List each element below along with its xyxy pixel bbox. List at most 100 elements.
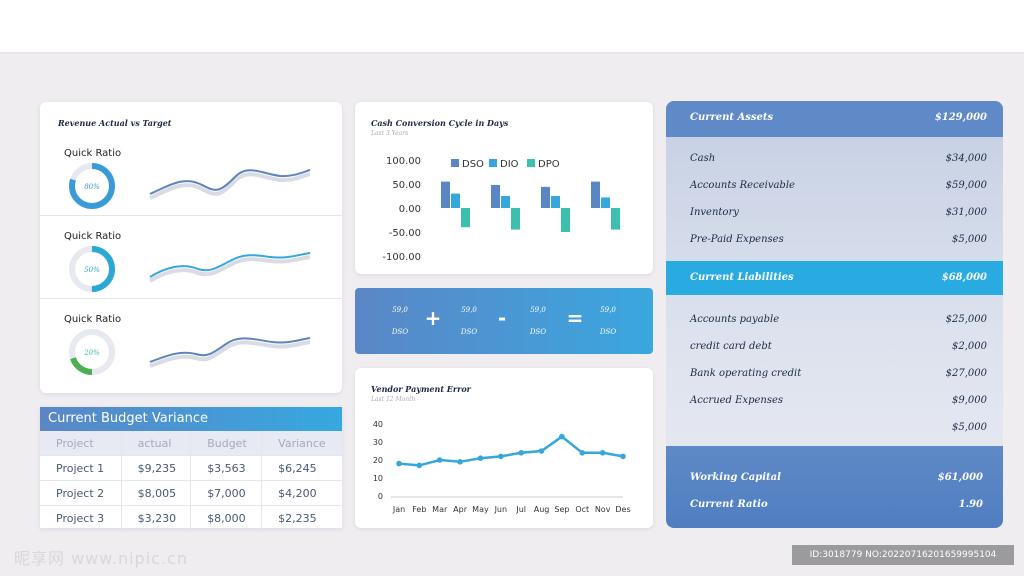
line-series bbox=[398, 435, 624, 467]
bar bbox=[551, 196, 560, 208]
financial-summary-panel: Current Assets $129,000 Cash $34,000 Acco… bbox=[666, 101, 1003, 528]
table-cell: $2,235 bbox=[261, 505, 342, 531]
table-row: Project 2 $8,005 $7,000 $4,200 bbox=[40, 480, 342, 506]
working-capital-row: Working Capital $61,000 bbox=[690, 472, 983, 483]
bar bbox=[611, 208, 620, 230]
legend-swatch bbox=[489, 159, 497, 167]
x-tick-label: Jan bbox=[392, 505, 405, 514]
y-tick-label: 0 bbox=[378, 492, 383, 501]
x-tick-label: Feb bbox=[412, 505, 426, 514]
y-tick-label: 30 bbox=[373, 438, 383, 447]
legend-label: DPO bbox=[538, 159, 560, 170]
x-tick-label: Jun bbox=[494, 505, 508, 514]
y-tick-label: 100.00 bbox=[386, 156, 421, 167]
formula-item: 59,0 DSO bbox=[529, 306, 547, 336]
data-point bbox=[518, 450, 524, 456]
current-assets-value: $129,000 bbox=[934, 112, 987, 123]
y-tick-label: 50.00 bbox=[392, 180, 421, 191]
progress-ring-value: 80% bbox=[84, 183, 100, 191]
table-cell: Project 2 bbox=[40, 480, 122, 506]
kpi-row: Quick Ratio 50% bbox=[40, 215, 342, 299]
kpi-label: Quick Ratio bbox=[64, 314, 122, 325]
kpi-card: Revenue Actual vs Target Quick Ratio 80%… bbox=[40, 102, 342, 393]
liability-item: Accounts payable $25,000 bbox=[690, 314, 987, 325]
table-cell: $3,230 bbox=[121, 505, 192, 531]
table-cell: Project 1 bbox=[40, 455, 122, 481]
data-point bbox=[599, 450, 606, 456]
liability-item: credit card debt $2,000 bbox=[690, 341, 987, 352]
bar bbox=[511, 208, 520, 230]
bar bbox=[441, 181, 450, 208]
progress-ring-value: 20% bbox=[83, 349, 100, 357]
kpi-label: Quick Ratio bbox=[64, 148, 122, 159]
data-point bbox=[416, 462, 423, 469]
x-tick-label: Nov bbox=[595, 505, 611, 514]
table-cell: Project 3 bbox=[40, 505, 122, 531]
chart-subtitle: Last 12 Month bbox=[371, 396, 416, 403]
progress-ring: 50% bbox=[69, 246, 115, 292]
progress-ring-value: 50% bbox=[84, 266, 100, 274]
legend-swatch bbox=[527, 159, 535, 167]
bar bbox=[491, 184, 500, 208]
table-cell: $7,000 bbox=[190, 480, 263, 506]
y-tick-label: 40 bbox=[373, 420, 383, 429]
minus-icon: - bbox=[497, 306, 507, 330]
formula-item: 59,0 DSO bbox=[460, 306, 478, 336]
x-tick-label: Oct bbox=[575, 505, 589, 514]
budget-table: Project actual Budget Variance Project 1… bbox=[40, 431, 342, 531]
y-tick-label: 20 bbox=[373, 456, 383, 465]
vendor-error-card: Vendor Payment Error Last 12 Month 40 30 2… bbox=[355, 368, 653, 528]
bar bbox=[541, 186, 550, 208]
equals-icon: = bbox=[566, 306, 584, 330]
x-tick-label: Sep bbox=[554, 505, 569, 514]
sparkline bbox=[149, 337, 311, 368]
y-tick-label: 10 bbox=[373, 474, 383, 483]
x-tick-label: Aug bbox=[534, 505, 550, 514]
col-header: Project bbox=[40, 431, 122, 456]
table-cell: $4,200 bbox=[261, 480, 342, 506]
current-liabilities-header: Current Liabilities $68,000 bbox=[666, 261, 1003, 295]
kpi-card-title: Revenue Actual vs Target bbox=[58, 118, 172, 128]
data-point bbox=[538, 448, 545, 454]
kpi-label: Quick Ratio bbox=[64, 231, 122, 242]
vendor-error-chart: 40 30 20 10 0 Jan Feb Mar Apr May Jun Jul Aug Sep Oct N… bbox=[373, 420, 631, 514]
formula-item: 59,0 DSO bbox=[599, 306, 617, 336]
legend-label: DIO bbox=[500, 159, 519, 170]
bar bbox=[451, 193, 460, 208]
progress-ring-fill bbox=[69, 246, 115, 292]
col-header: Budget bbox=[190, 431, 263, 456]
progress-ring-fill bbox=[69, 163, 115, 209]
progress-ring: 80% bbox=[69, 163, 115, 209]
x-tick-label: May bbox=[472, 505, 489, 514]
y-tick-label: 0.00 bbox=[399, 204, 421, 215]
data-point bbox=[436, 457, 443, 463]
data-point bbox=[559, 433, 565, 440]
col-header: actual bbox=[121, 431, 192, 456]
table-row: Project 1 $9,235 $3,563 $6,245 bbox=[40, 455, 342, 481]
current-liabilities-value: $68,000 bbox=[941, 272, 987, 283]
table-cell: $8,005 bbox=[121, 480, 192, 506]
y-tick-label: -100.00 bbox=[382, 252, 421, 263]
liability-item: Accrued Expenses $9,000 bbox=[690, 395, 987, 406]
table-cell: $9,235 bbox=[121, 455, 192, 481]
kpi-row: Quick Ratio 20% bbox=[40, 298, 342, 381]
data-point bbox=[457, 459, 463, 465]
bar bbox=[501, 196, 510, 208]
table-cell: $6,245 bbox=[261, 455, 342, 481]
cash-cycle-card: Cash Conversion Cycle in Days Last 3 Yea… bbox=[355, 102, 653, 274]
current-assets-header: Current Assets $129,000 bbox=[666, 101, 1003, 137]
y-tick-label: -50.00 bbox=[389, 228, 421, 239]
progress-ring-fill bbox=[69, 329, 115, 375]
legend-label: DSO bbox=[462, 159, 484, 170]
kpi-row: Quick Ratio 80% bbox=[40, 132, 342, 216]
current-ratio-row: Current Ratio 1.90 bbox=[690, 499, 983, 510]
table-cell: $8,000 bbox=[190, 505, 263, 531]
watermark-logo: 昵享网 www.nipic.cn bbox=[14, 549, 188, 568]
asset-item: Inventory $31,000 bbox=[690, 207, 987, 218]
top-bar bbox=[0, 0, 1024, 52]
formula-strip: 59,0 DSO + 59,0 DSO - 59,0 DSO = 59,0 DSO bbox=[355, 288, 653, 354]
x-tick-label: Mar bbox=[432, 505, 448, 514]
chart-title: Vendor Payment Error bbox=[371, 384, 471, 394]
sparkline bbox=[149, 169, 311, 200]
asset-item: Cash $34,000 bbox=[690, 153, 987, 164]
